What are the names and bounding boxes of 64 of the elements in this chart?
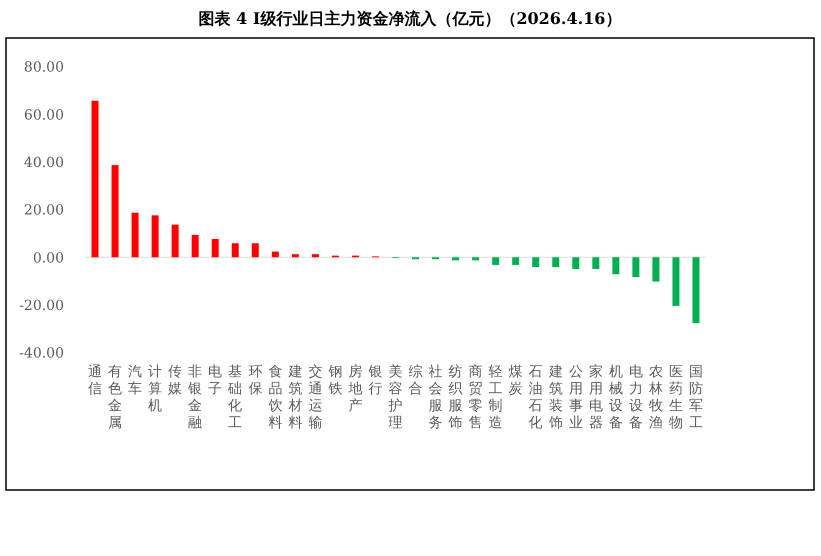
x-tick-label: 机械设备 <box>608 364 623 431</box>
bar <box>292 254 299 258</box>
bar <box>112 165 119 258</box>
x-tick-label: 电子 <box>208 364 222 397</box>
x-tick-label: 石油石化 <box>528 364 543 431</box>
x-tick-label: 通信 <box>88 364 102 397</box>
x-tick-label: 国防军工 <box>688 364 703 431</box>
bar <box>572 257 580 269</box>
bar <box>552 257 560 268</box>
x-tick-label: 钢铁 <box>327 364 342 397</box>
bar <box>692 257 700 324</box>
y-tick-label: 0.00 <box>32 250 64 266</box>
x-tick-label: 农林牧渔 <box>648 364 663 431</box>
x-tick-label: 基础化工 <box>227 364 242 431</box>
bar <box>652 257 660 282</box>
y-tick-label: -20.00 <box>19 298 64 314</box>
x-tick-label: 汽车 <box>128 364 142 397</box>
x-tick-label: 环保 <box>248 364 262 397</box>
y-tick-label: 80.00 <box>24 60 64 76</box>
y-tick-label: -40.00 <box>19 346 64 362</box>
x-tick-label: 综合 <box>408 364 423 397</box>
x-tick-label: 纺织服饰 <box>448 364 463 431</box>
bar <box>92 100 99 258</box>
x-tick-label: 轻工制造 <box>488 364 503 431</box>
x-tick-label: 非银金融 <box>187 364 202 431</box>
x-tick-label: 房地产 <box>347 364 362 414</box>
bar <box>532 257 540 268</box>
bar <box>512 257 520 265</box>
bar <box>232 243 239 258</box>
bar <box>272 252 279 258</box>
x-tick-label: 家用电器 <box>588 364 603 431</box>
x-tick-label: 社会服务 <box>428 364 443 431</box>
bar <box>612 257 620 274</box>
x-tick-label: 传媒 <box>168 364 182 397</box>
bar <box>192 234 199 258</box>
bar <box>592 257 600 269</box>
y-tick-label: 60.00 <box>24 107 64 124</box>
x-tick-label: 计算机 <box>148 364 162 414</box>
x-tick-label: 商贸零售 <box>468 364 483 431</box>
bar <box>172 224 179 258</box>
bar <box>132 212 139 258</box>
bar <box>632 257 640 278</box>
x-tick-label: 电力设备 <box>628 364 643 431</box>
bar <box>672 257 680 306</box>
x-tick-label: 公用事业 <box>568 364 583 431</box>
x-tick-label: 美容护理 <box>388 364 402 431</box>
bar <box>472 257 480 260</box>
x-tick-label: 银行 <box>367 364 382 397</box>
bar <box>312 254 319 258</box>
title: 图表 4 Ⅰ级行业日主力资金净流入（亿元）（2026.4.16） <box>198 9 622 28</box>
x-tick-label: 医药生物 <box>668 364 683 431</box>
x-tick-label: 建筑材料 <box>287 364 302 431</box>
x-tick-label: 交通运输 <box>308 364 322 431</box>
bar <box>152 215 159 258</box>
bar <box>212 238 219 258</box>
x-tick-label: 建筑装饰 <box>548 364 563 431</box>
x-tick-label: 食品饮料 <box>267 364 282 431</box>
y-tick-label: 20.00 <box>24 202 64 219</box>
y-tick-label: 40.00 <box>24 155 64 171</box>
bar <box>452 257 460 260</box>
bar <box>252 243 259 258</box>
x-tick-label: 有色金属 <box>108 364 122 431</box>
bar <box>492 257 500 265</box>
x-tick-label: 煤炭 <box>508 364 523 397</box>
